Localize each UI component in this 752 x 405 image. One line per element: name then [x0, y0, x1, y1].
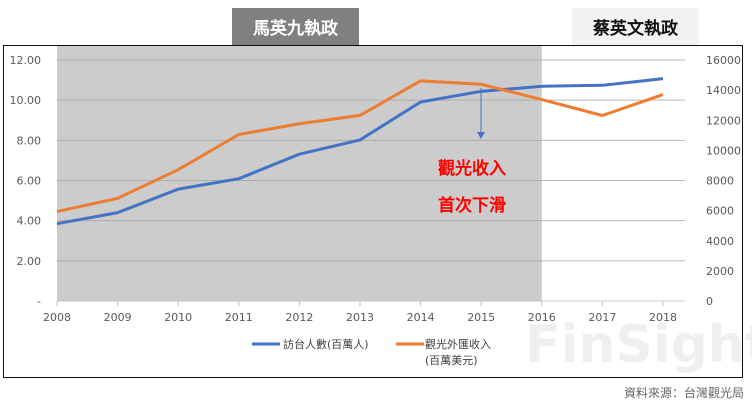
y-right-tick-label: 8000 — [706, 175, 734, 188]
visitors-line — [56, 77, 664, 226]
revenue-line — [56, 79, 664, 214]
x-tick-label: 2013 — [346, 311, 374, 324]
legend-label-revenue: 觀光外匯收入 — [425, 337, 491, 351]
ma-era-shade — [57, 46, 542, 301]
y-left-tick-label: - — [37, 295, 41, 308]
y-right-tick-label: 16000 — [706, 54, 741, 67]
y-left-tick-label: 10.00 — [10, 94, 42, 107]
x-tick-label: 2014 — [407, 311, 435, 324]
y-left-tick-label: 8.00 — [17, 134, 42, 147]
annotation-line1: 觀光收入 — [438, 158, 506, 179]
x-tick-label: 2008 — [43, 311, 71, 324]
chart-frame — [3, 45, 743, 378]
y-left-tick-label: 2.00 — [17, 255, 42, 268]
y-right-tick-label: 10000 — [706, 144, 741, 157]
y-left-tick-label: 12.00 — [10, 54, 42, 67]
ma-era-label: 馬英九執政 — [232, 8, 359, 45]
x-tick-label: 2010 — [164, 311, 192, 324]
x-tick-label: 2018 — [649, 311, 677, 324]
arrow-head-icon — [477, 132, 485, 139]
x-tick-label: 2016 — [528, 311, 556, 324]
y-right-tick-label: 14000 — [706, 84, 741, 97]
x-tick-label: 2011 — [225, 311, 253, 324]
y-right-tick-label: 2000 — [706, 265, 734, 278]
y-left-tick-label: 4.00 — [17, 215, 42, 228]
source-note: 資料來源：台灣觀光局 — [623, 386, 744, 400]
tsai-era-label: 蔡英文執政 — [572, 8, 699, 45]
legend-label-revenue-unit: (百萬美元) — [425, 354, 478, 367]
watermark-logo: FinSight — [525, 315, 752, 375]
x-tick-label: 2012 — [285, 311, 313, 324]
y-left-tick-label: 6.00 — [17, 175, 42, 188]
y-right-tick-label: 12000 — [706, 114, 741, 127]
legend-label-visitors: 訪台人數(百萬人) — [283, 337, 369, 351]
y-right-tick-label: 6000 — [706, 205, 734, 218]
x-tick-label: 2009 — [104, 311, 132, 324]
legend: 訪台人數(百萬人) 觀光外匯收入 (百萬美元) — [252, 337, 491, 367]
y-right-tick-label: 4000 — [706, 235, 734, 248]
x-tick-label: 2015 — [467, 311, 495, 324]
annotation-line2: 首次下滑 — [438, 195, 506, 216]
x-tick-label: 2017 — [588, 311, 616, 324]
y-right-tick-label: 0 — [706, 295, 713, 308]
